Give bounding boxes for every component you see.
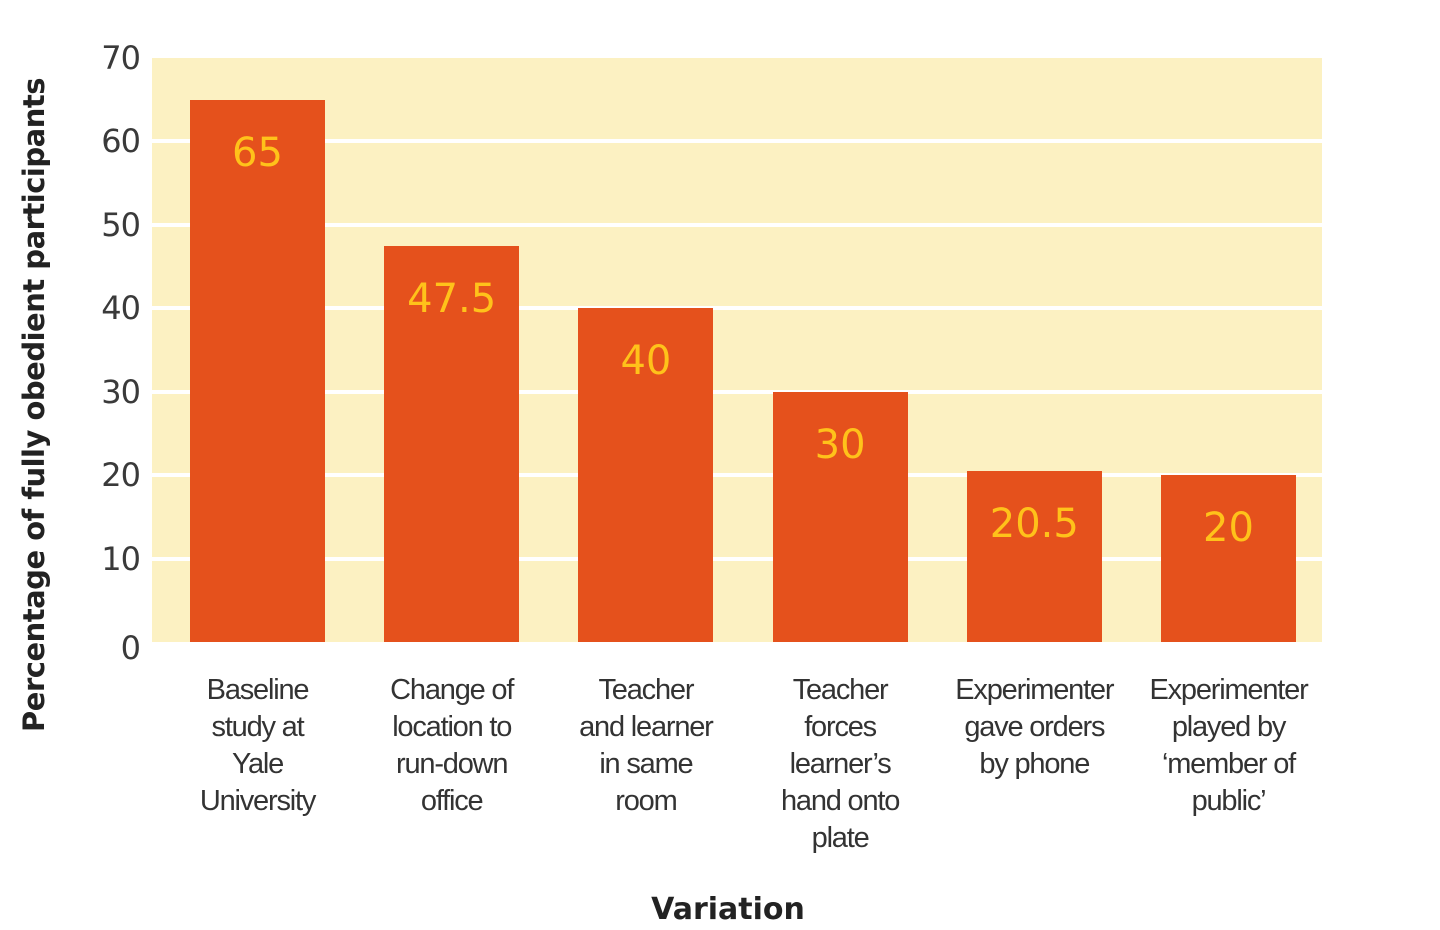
plot-area	[152, 58, 1322, 642]
y-tick-label: 10	[101, 539, 141, 578]
gridline	[152, 139, 1322, 144]
bar: 40	[578, 308, 714, 642]
x-category-label: Experimenter gave orders by phone	[955, 674, 1114, 780]
x-category-label: Teacher and learner in same room	[579, 674, 714, 817]
x-category-label: Change of location to run-down office	[390, 674, 514, 817]
gridline	[152, 473, 1322, 478]
x-category-label: Baseline study at Yale University	[199, 674, 317, 817]
x-category-label: Experimenter played by ‘member of public…	[1149, 674, 1308, 817]
y-axis-label: Percentage of fully obedient participant…	[17, 78, 51, 732]
y-tick-label: 40	[101, 289, 141, 328]
bar-value-label: 47.5	[407, 275, 497, 322]
y-tick-label: 0	[120, 629, 141, 667]
bar: 30	[772, 391, 908, 642]
bar-value-label: 40	[620, 338, 672, 385]
bar: 20	[1161, 475, 1296, 642]
y-tick-label: 20	[101, 456, 141, 495]
gridline	[152, 306, 1322, 311]
y-tick-label: 70	[101, 39, 141, 77]
x-axis-label: Variation	[651, 892, 805, 927]
gridline	[152, 222, 1322, 227]
bar-value-label: 65	[232, 129, 283, 176]
bar: 20.5	[966, 470, 1102, 642]
gridline	[152, 556, 1322, 561]
bar-value-label: 20.5	[989, 500, 1079, 547]
y-tick-label: 60	[101, 122, 141, 161]
gridline	[152, 389, 1322, 394]
y-tick-label: 50	[101, 205, 141, 244]
bar-value-label: 20	[1203, 505, 1254, 552]
bar-value-label: 30	[814, 421, 866, 468]
x-category-label: Teacher forces learner’s hand onto plate	[780, 674, 900, 854]
bar: 47.5	[384, 245, 520, 642]
y-tick-label: 30	[101, 372, 141, 411]
bar: 65	[190, 99, 325, 642]
